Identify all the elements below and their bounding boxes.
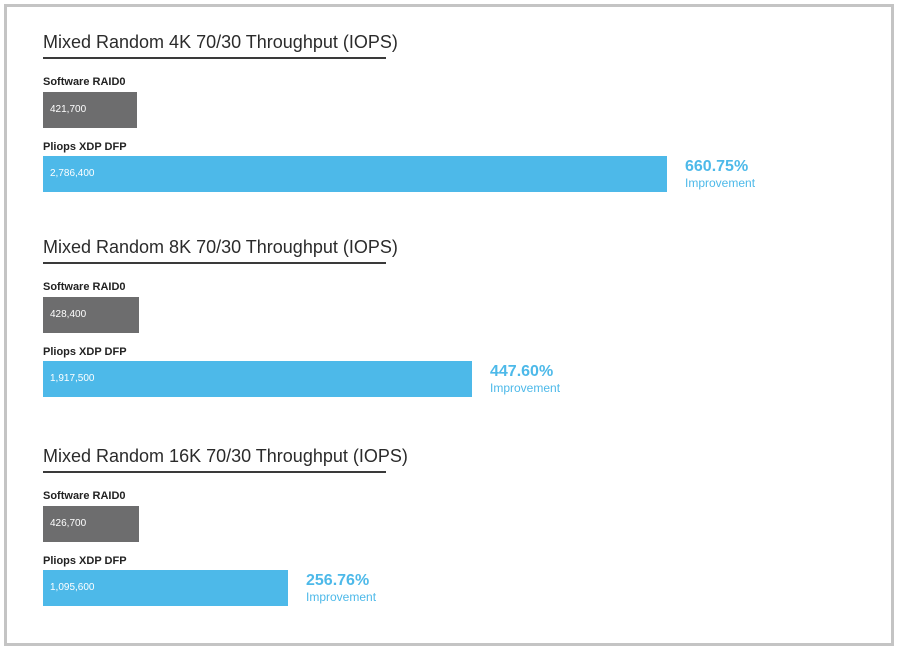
bar-value-baseline: 426,700 — [50, 518, 87, 529]
chart-panel-8k: Mixed Random 8K 70/30 Throughput (IOPS) … — [43, 236, 883, 436]
chart-panel-4k: Mixed Random 4K 70/30 Throughput (IOPS) … — [43, 31, 883, 231]
improvement-annotation: 447.60% Improvement — [490, 362, 560, 395]
improvement-percent: 256.76% — [306, 572, 370, 589]
title-underline — [43, 471, 386, 473]
bar-value-baseline: 428,400 — [50, 309, 87, 320]
improvement-label: Improvement — [306, 590, 377, 604]
bar-highlight: 1,917,500 — [43, 361, 472, 397]
improvement-percent: 447.60% — [490, 363, 554, 380]
bar-value-highlight: 1,917,500 — [50, 373, 95, 384]
improvement-annotation: 660.75% Improvement — [685, 157, 755, 190]
bar-highlight: 2,786,400 — [43, 156, 667, 192]
chart-title: Mixed Random 4K 70/30 Throughput (IOPS) — [43, 32, 398, 52]
bar-value-highlight: 1,095,600 — [50, 582, 95, 593]
bar-label-baseline: Software RAID0 — [43, 281, 126, 293]
bar-label-highlight: Pliops XDP DFP — [43, 346, 127, 358]
bar-label-baseline: Software RAID0 — [43, 76, 126, 88]
bar-highlight: 1,095,600 — [43, 570, 288, 606]
chart-title: Mixed Random 16K 70/30 Throughput (IOPS) — [43, 446, 408, 466]
chart-panel-16k: Mixed Random 16K 70/30 Throughput (IOPS)… — [43, 445, 883, 645]
improvement-label: Improvement — [490, 381, 561, 395]
improvement-annotation: 256.76% Improvement — [306, 571, 376, 604]
improvement-label: Improvement — [685, 176, 756, 190]
bar-label-highlight: Pliops XDP DFP — [43, 141, 127, 153]
chart-title: Mixed Random 8K 70/30 Throughput (IOPS) — [43, 237, 398, 257]
bar-label-baseline: Software RAID0 — [43, 490, 126, 502]
bar-value-highlight: 2,786,400 — [50, 168, 95, 179]
title-underline — [43, 57, 386, 59]
bar-baseline: 426,700 — [43, 506, 139, 542]
chart-frame: Mixed Random 4K 70/30 Throughput (IOPS) … — [4, 4, 894, 646]
improvement-percent: 660.75% — [685, 158, 749, 175]
bar-value-baseline: 421,700 — [50, 104, 87, 115]
bar-baseline: 421,700 — [43, 92, 137, 128]
title-underline — [43, 262, 386, 264]
bar-baseline: 428,400 — [43, 297, 139, 333]
bar-label-highlight: Pliops XDP DFP — [43, 555, 127, 567]
